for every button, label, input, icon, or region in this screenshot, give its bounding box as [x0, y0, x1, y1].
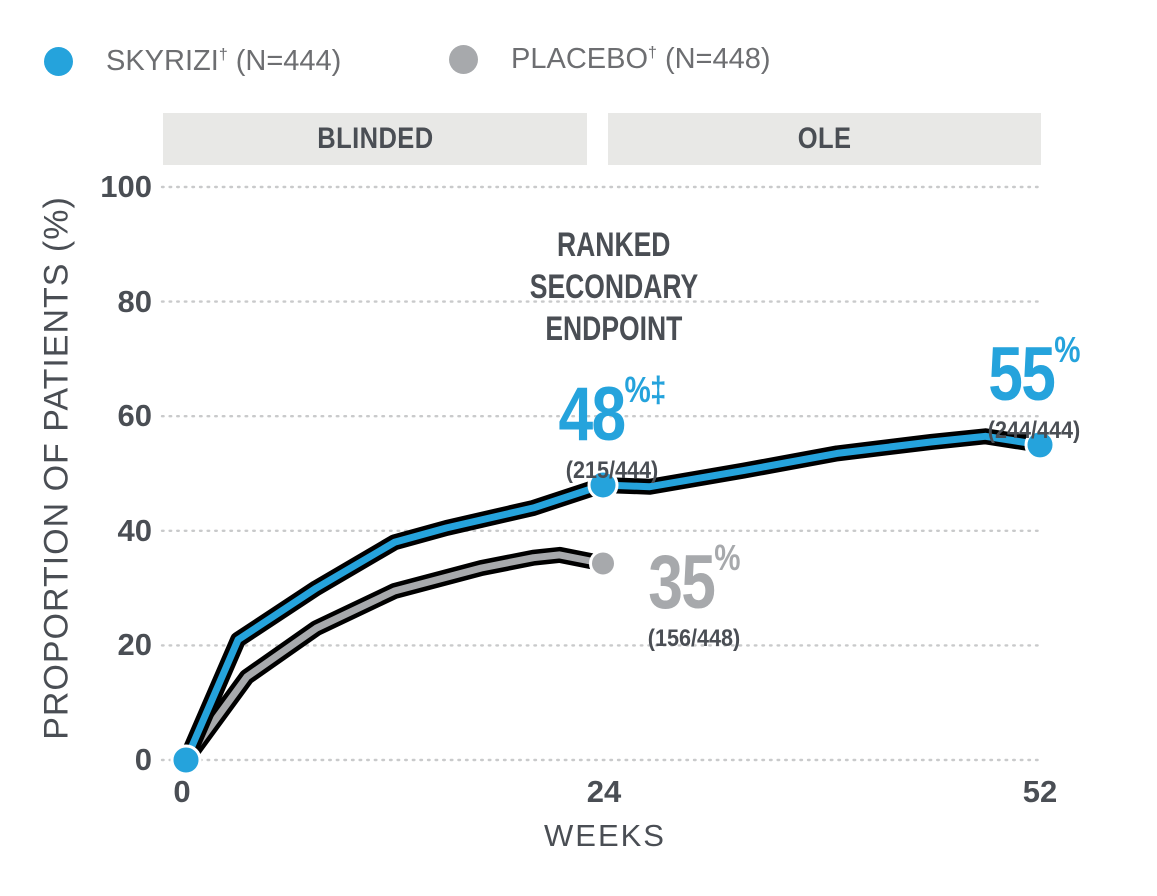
- y-axis-title: PROPORTION OF PATIENTS (%): [37, 196, 76, 740]
- skyrizi-marker-week52: [1024, 429, 1056, 461]
- stat-55-fraction: (244/444): [987, 417, 1081, 444]
- x-axis-title: WEEKS: [544, 818, 666, 853]
- skyrizi-marker-week24: [587, 469, 619, 501]
- y-tick-40: 40: [117, 513, 152, 548]
- x-tick-52: 52: [1022, 774, 1058, 809]
- phase-label-blinded: BLINDED: [316, 122, 434, 155]
- stat-55-value: 55: [988, 332, 1056, 417]
- legend-label-skyrizi: SKYRIZI† (N=444): [106, 45, 342, 77]
- placebo-line-outline: [178, 546, 611, 768]
- legend-item-placebo: PLACEBO† (N=448): [449, 43, 771, 76]
- y-tick-60: 60: [117, 398, 152, 433]
- placebo-line: [182, 551, 607, 764]
- phase-bar-ole: OLE: [608, 113, 1041, 165]
- legend-item-skyrizi: SKYRIZI† (N=444): [44, 45, 341, 78]
- phase-label-ole: OLE: [797, 122, 852, 155]
- stat-skyrizi-week52: 55% (244/444): [978, 332, 1090, 445]
- skyrizi-marker-week0: [170, 744, 202, 776]
- placebo-marker-week24: [589, 549, 617, 578]
- stat-48-value: 48: [558, 372, 626, 457]
- placebo-dot-icon: [449, 45, 478, 74]
- stat-placebo-week24: 35% (156/448): [638, 540, 750, 653]
- x-tick-24: 24: [586, 774, 622, 809]
- legend-label-placebo: PLACEBO† (N=448): [511, 43, 771, 75]
- y-tick-0: 0: [134, 742, 152, 777]
- phase-bar-blinded: BLINDED: [163, 113, 587, 165]
- stat-35-value: 35: [648, 540, 716, 625]
- y-tick-80: 80: [117, 284, 152, 319]
- x-tick-0: 0: [173, 774, 191, 809]
- stat-skyrizi-week24: 48%‡ (215/444): [547, 372, 678, 485]
- y-tick-20: 20: [117, 627, 152, 662]
- y-tick-100: 100: [100, 169, 152, 204]
- ranked-secondary-endpoint-label: RANKED SECONDARY ENDPOINT: [529, 226, 699, 348]
- skyrizi-dot-icon: [44, 47, 73, 76]
- stat-48-fraction: (215/444): [565, 457, 659, 484]
- stat-35-fraction: (156/448): [647, 625, 741, 652]
